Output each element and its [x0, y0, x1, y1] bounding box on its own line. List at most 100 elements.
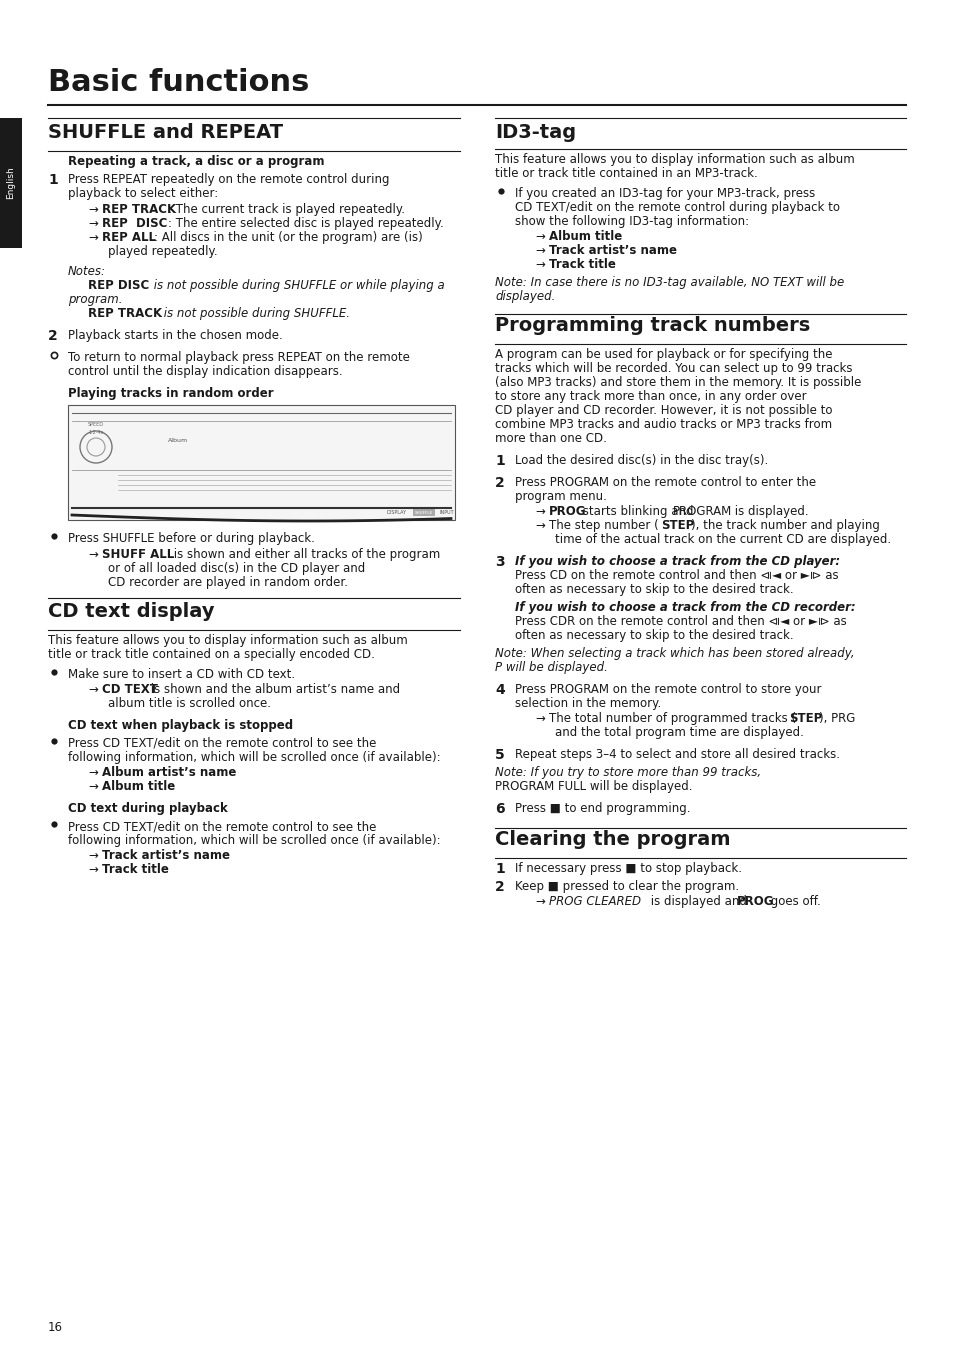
Text: title or track title contained in an MP3-track.: title or track title contained in an MP3… — [495, 167, 757, 179]
Text: Note: In case there is no ID3-tag available, NO TEXT will be: Note: In case there is no ID3-tag availa… — [495, 277, 843, 289]
Text: CD TEXT/edit on the remote control during playback to: CD TEXT/edit on the remote control durin… — [515, 201, 840, 214]
Text: is displayed.: is displayed. — [730, 505, 808, 518]
Text: Keep ■ pressed to clear the program.: Keep ■ pressed to clear the program. — [515, 880, 739, 893]
Text: CD text display: CD text display — [48, 602, 214, 621]
Text: tracks which will be recorded. You can select up to 99 tracks: tracks which will be recorded. You can s… — [495, 362, 852, 375]
Text: Playback starts in the chosen mode.: Playback starts in the chosen mode. — [68, 329, 282, 343]
Text: Track title: Track title — [548, 258, 616, 271]
Text: : All discs in the unit (or the program) are (is): : All discs in the unit (or the program)… — [153, 231, 422, 244]
Text: Press ■ to end programming.: Press ■ to end programming. — [515, 803, 690, 815]
Text: To return to normal playback press REPEAT on the remote: To return to normal playback press REPEA… — [68, 351, 410, 364]
Bar — [413, 509, 435, 517]
Text: often as necessary to skip to the desired track.: often as necessary to skip to the desire… — [515, 629, 793, 642]
Text: CD text when playback is stopped: CD text when playback is stopped — [68, 719, 293, 733]
Text: is shown and the album artist’s name and: is shown and the album artist’s name and — [147, 683, 399, 696]
Text: REP ALL: REP ALL — [102, 231, 156, 244]
Text: English: English — [7, 167, 15, 200]
Text: 1: 1 — [48, 173, 58, 188]
Text: 1·2·4x: 1·2·4x — [89, 429, 104, 434]
Text: PROGRAM: PROGRAM — [672, 505, 732, 518]
Text: →: → — [535, 519, 544, 532]
Text: REP DISC: REP DISC — [88, 279, 149, 291]
Text: SHUFFLE and REPEAT: SHUFFLE and REPEAT — [48, 123, 283, 142]
Text: to store any track more than once, in any order over: to store any track more than once, in an… — [495, 390, 806, 403]
Text: PROG CLEARED: PROG CLEARED — [548, 894, 640, 908]
Text: Press CD TEXT/edit on the remote control to see the: Press CD TEXT/edit on the remote control… — [68, 737, 376, 750]
Text: Basic functions: Basic functions — [48, 67, 309, 97]
Text: CD recorder are played in random order.: CD recorder are played in random order. — [108, 576, 348, 590]
Text: Album title: Album title — [548, 229, 621, 243]
Text: Press SHUFFLE before or during playback.: Press SHUFFLE before or during playback. — [68, 532, 314, 545]
Text: DISPLAY: DISPLAY — [387, 510, 407, 515]
Text: following information, which will be scrolled once (if available):: following information, which will be scr… — [68, 834, 440, 847]
Text: SHUFFLE: SHUFFLE — [415, 511, 433, 515]
Text: starts blinking and: starts blinking and — [578, 505, 697, 518]
Text: Track artist’s name: Track artist’s name — [102, 849, 230, 862]
Text: control until the display indication disappears.: control until the display indication dis… — [68, 366, 342, 378]
Text: selection in the memory.: selection in the memory. — [515, 697, 660, 710]
Text: SHUFF ALL: SHUFF ALL — [102, 548, 174, 561]
Text: →: → — [535, 505, 544, 518]
Text: REP  DISC: REP DISC — [102, 217, 167, 229]
Text: Album artist’s name: Album artist’s name — [102, 766, 236, 778]
Text: →: → — [535, 712, 544, 724]
Text: : The current track is played repeatedly.: : The current track is played repeatedly… — [168, 202, 405, 216]
Text: ), the track number and playing: ), the track number and playing — [690, 519, 879, 532]
Text: (also MP3 tracks) and store them in the memory. It is possible: (also MP3 tracks) and store them in the … — [495, 376, 861, 389]
Text: A program can be used for playback or for specifying the: A program can be used for playback or fo… — [495, 348, 832, 362]
Text: is shown and either all tracks of the program: is shown and either all tracks of the pr… — [170, 548, 439, 561]
Text: 2: 2 — [495, 880, 504, 894]
Text: CD TEXT: CD TEXT — [102, 683, 157, 696]
Text: Repeat steps 3–4 to select and store all desired tracks.: Repeat steps 3–4 to select and store all… — [515, 747, 840, 761]
Text: Notes:: Notes: — [68, 264, 106, 278]
Text: Press REPEAT repeatedly on the remote control during: Press REPEAT repeatedly on the remote co… — [68, 173, 389, 186]
Text: →: → — [535, 894, 544, 908]
Text: Programming track numbers: Programming track numbers — [495, 316, 809, 335]
Text: played repeatedly.: played repeatedly. — [108, 246, 217, 258]
Text: title or track title contained on a specially encoded CD.: title or track title contained on a spec… — [48, 648, 375, 661]
Text: If you wish to choose a track from the CD recorder:: If you wish to choose a track from the C… — [515, 602, 855, 614]
Text: PROGRAM FULL will be displayed.: PROGRAM FULL will be displayed. — [495, 780, 692, 793]
Text: →: → — [88, 202, 98, 216]
Text: program.: program. — [68, 293, 122, 306]
Text: 5: 5 — [495, 747, 504, 762]
Text: is not possible during SHUFFLE or while playing a: is not possible during SHUFFLE or while … — [150, 279, 444, 291]
Text: →: → — [88, 683, 98, 696]
Text: Press CD on the remote control and then ⧏◄ or ►⧐ as: Press CD on the remote control and then … — [515, 569, 838, 581]
Text: This feature allows you to display information such as album: This feature allows you to display infor… — [495, 152, 854, 166]
Text: If you created an ID3-tag for your MP3-track, press: If you created an ID3-tag for your MP3-t… — [515, 188, 815, 200]
Text: →: → — [88, 217, 98, 229]
Text: show the following ID3-tag information:: show the following ID3-tag information: — [515, 214, 748, 228]
Text: REP TRACK: REP TRACK — [102, 202, 176, 216]
Text: combine MP3 tracks and audio tracks or MP3 tracks from: combine MP3 tracks and audio tracks or M… — [495, 418, 831, 430]
Text: Album title: Album title — [102, 780, 175, 793]
Text: is displayed and: is displayed and — [646, 894, 750, 908]
Text: If you wish to choose a track from the CD player:: If you wish to choose a track from the C… — [515, 554, 840, 568]
Text: →: → — [535, 258, 544, 271]
Text: CD text during playback: CD text during playback — [68, 803, 228, 815]
Text: goes off.: goes off. — [766, 894, 820, 908]
Text: 2: 2 — [48, 329, 58, 343]
Text: ), PRG: ), PRG — [818, 712, 855, 724]
Text: →: → — [88, 231, 98, 244]
Text: Press PROGRAM on the remote control to store your: Press PROGRAM on the remote control to s… — [515, 683, 821, 696]
Text: INPUT: INPUT — [439, 510, 454, 515]
Text: or of all loaded disc(s) in the CD player and: or of all loaded disc(s) in the CD playe… — [108, 563, 365, 575]
Text: REP TRACK: REP TRACK — [88, 308, 162, 320]
Bar — [68, 405, 455, 519]
Text: : The entire selected disc is played repeatedly.: : The entire selected disc is played rep… — [168, 217, 443, 229]
Text: →: → — [88, 766, 98, 778]
Text: STEP: STEP — [660, 519, 694, 532]
Text: 16: 16 — [48, 1321, 63, 1334]
Text: 1: 1 — [495, 455, 504, 468]
Text: album title is scrolled once.: album title is scrolled once. — [108, 697, 271, 710]
Text: more than one CD.: more than one CD. — [495, 432, 606, 445]
Bar — [0, 117, 22, 248]
Text: time of the actual track on the current CD are displayed.: time of the actual track on the current … — [555, 533, 890, 546]
Text: 4: 4 — [495, 683, 504, 697]
Text: PROG: PROG — [737, 894, 774, 908]
Text: →: → — [535, 229, 544, 243]
Text: playback to select either:: playback to select either: — [68, 188, 218, 200]
Text: P will be displayed.: P will be displayed. — [495, 661, 607, 674]
Text: →: → — [535, 244, 544, 258]
